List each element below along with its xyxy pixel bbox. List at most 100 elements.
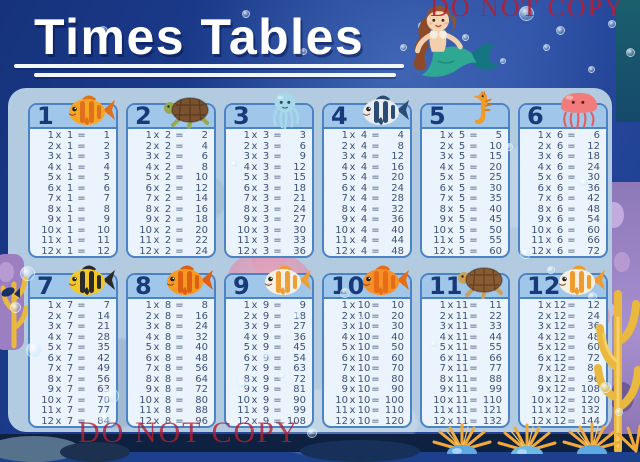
equation-row: 1 x 2 = 2 [145,130,208,141]
equation-row: 8 x 11 = 88 [439,373,502,385]
equation-list: 1 x 3 = 3 2 x 3 = 6 3 x 3 = 9 4 x 3 = 12 5 x 3 = 15 6 x 3 = 18 7 x 3 = 21 8… [226,129,312,257]
equation-row: 7 x 5 = 35 [439,193,502,204]
card-header: 10 [324,265,410,300]
card-header: 6 [520,92,606,130]
equation-row: 1 x 12 = 12 [537,300,600,311]
equation-row: 1 x 7 = 7 [47,300,110,311]
bubble [505,143,513,151]
equation-row: 8 x 10 = 80 [341,373,404,385]
equation-row: 11 x 6 = 66 [531,235,600,246]
equation-row: 7 x 10 = 70 [341,363,404,374]
equation-row: 12 x 11 = 132 [433,415,502,427]
equation-list: 1 x 7 = 7 2 x 7 = 14 3 x 7 = 21 4 x 7 = 28 5 x 7 = 35 6 x 7 = 42 7 x 7 = 4… [30,299,116,427]
equation-row: 4 x 8 = 32 [145,331,208,343]
bubble [430,340,438,348]
equation-row: 4 x 2 = 8 [145,161,208,173]
card-header: 4 [324,95,410,130]
equation-row: 8 x 1 = 8 [47,203,110,215]
bubble [230,160,238,168]
equation-row: 9 x 8 = 72 [145,384,208,395]
bubble [608,20,616,28]
equation-row: 3 x 1 = 3 [47,151,110,162]
equation-row: 11 x 1 = 11 [41,235,110,246]
bubble [543,44,550,51]
equation-list: 1x9=92x9=183x9=274x9=365x9=456x9=547x9=6… [226,299,312,427]
bubble [242,10,250,18]
equation-list: 1 x 10 = 10 2 x 10 = 20 3 x 10 = 30 4 x 10 = 40 5 x 10 = 50 6 x 10 =… [324,299,410,427]
equation-row: 11 x 2 = 22 [139,235,208,246]
equation-row: 5 x 6 = 30 [537,172,600,183]
times-table-card: 8 1 x 8 = 8 2 x 8 = 16 3 x 8 = 24 4 x 8 = 32 5 x 8 = 40 6 x 8 = 48 7 x 8… [126,265,216,428]
equation-row: 12 x 10 = 120 [335,415,404,427]
equation-row: 12 x 5 = 60 [433,245,502,257]
equation-row: 10 x 2 = 20 [139,224,208,236]
equation-row: 10 x 5 = 50 [433,224,502,236]
card-header: 2 [128,97,214,130]
equation-row: 8 x 2 = 16 [145,203,208,215]
table-number: 4 [331,102,348,130]
bubble [355,316,362,323]
card-header: 11 [422,267,508,300]
bubble [547,266,555,274]
equation-row: 4 x 1 = 4 [47,161,110,173]
bubble [26,342,42,358]
equation-row: 12 x 3 = 36 [237,245,306,257]
times-table-card: 3 1 x 3 = 3 2 x 3 = 6 3 x 3 = 9 4 x 3 = 12 5 x 3 = 15 6 x 3 = 18 7 x 3 = 2… [224,92,314,258]
equation-row: 1 x 6 = 6 [537,130,600,141]
equation-row: 2 x 6 = 12 [537,140,600,152]
equation-row: 11 x 10 = 110 [335,405,404,416]
seahorse-icon [454,91,508,129]
equation-row: 6 x 5 = 30 [439,182,502,194]
equation-row: 9 x 7 = 63 [47,384,110,395]
bubble [615,408,623,416]
equation-row: 4 x 9 = 36 [243,331,306,343]
table-number: 7 [37,272,54,300]
equation-row: 1 x 3 = 3 [243,130,306,141]
equation-row: 11 x 7 = 77 [41,405,110,416]
card-header: 7 [30,265,116,300]
table-number: 8 [135,272,152,300]
equation-row: 4 x 12 = 48 [537,331,600,343]
card-header: 5 [422,91,508,130]
table-number: 1 [37,102,54,130]
equation-row: 2 x 3 = 6 [243,140,306,152]
equation-row: 8 x 8 = 64 [145,373,208,385]
equation-row: 5 x 9 = 45 [243,342,306,353]
equation-row: 11 x 3 = 33 [237,235,306,246]
equation-list: 1 x 2 = 2 2 x 2 = 4 3 x 2 = 6 4 x 2 = 8 5 x 2 = 10 6 x 2 = 12 7 x 2 = 14 8 x… [128,129,214,257]
equation-row: 9 x 6 = 54 [537,214,600,225]
right-coral-cluster [592,258,640,454]
equation-row: 12 x 1 = 12 [41,245,110,257]
equation-row: 1 x 5 = 5 [439,130,502,141]
equation-row: 5 x 8 = 40 [145,342,208,353]
page-title: Times Tables [34,9,365,65]
jellyfish-icon [552,91,606,130]
equation-row: 7 x 7 = 49 [47,363,110,374]
equation-row: 6 x 10 = 60 [341,352,404,364]
equation-row: 3 x 8 = 24 [145,321,208,332]
equation-row: 4 x 11 = 44 [439,331,502,343]
equation-row: 9 x 11 = 99 [439,384,502,395]
equation-row: 7 x 1 = 7 [47,193,110,204]
equation-row: 6 x 3 = 18 [243,182,306,194]
equation-row: 8 x 9 = 72 [243,373,306,385]
equation-row: 9 x 4 = 36 [341,214,404,225]
bubble [500,58,506,64]
equation-row: 8 x 6 = 48 [537,203,600,215]
equation-row: 10 x 1 = 10 [41,224,110,236]
table-number: 9 [233,272,250,300]
bubble [278,372,286,380]
equation-list: 1 x 6 = 6 2 x 6 = 12 3 x 6 = 18 4 x 6 = 24 5 x 6 = 30 6 x 6 = 36 7 x 6 = 4… [520,129,606,257]
equation-row: 11 x 4 = 44 [335,235,404,246]
equation-row: 10 x 3 = 30 [237,224,306,236]
equation-row: 7 x 6 = 42 [537,193,600,204]
sea-turtle-icon [160,91,214,129]
equation-row: 8 x 3 = 24 [243,203,306,215]
equation-row: 4 x 6 = 24 [537,161,600,173]
bubble [400,44,407,51]
bubble [292,312,301,321]
times-table-card: 10 1 x 10 = 10 2 x 10 = 20 3 x 10 = 30 4 x 10 = 40 5 x 10 = 50 6 x… [322,265,412,428]
bubble [462,34,469,41]
equation-row: 1 x 10 = 10 [341,300,404,311]
equation-row: 3 x 11 = 33 [439,321,502,332]
